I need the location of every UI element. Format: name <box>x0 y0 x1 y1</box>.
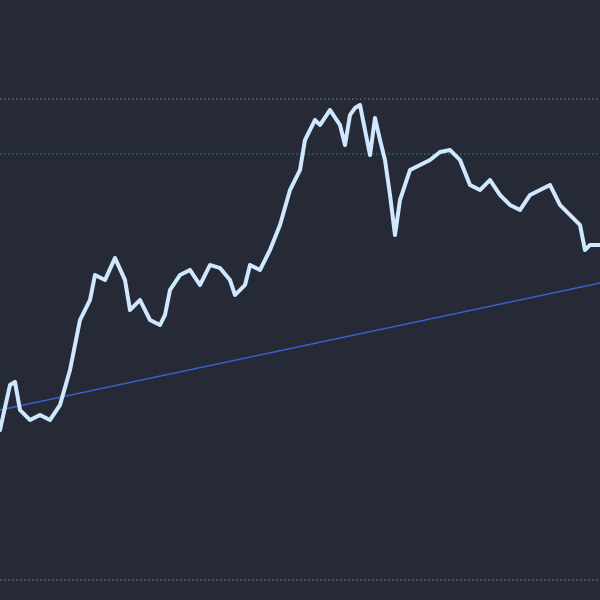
series-line <box>0 103 600 432</box>
series-line <box>0 282 600 411</box>
